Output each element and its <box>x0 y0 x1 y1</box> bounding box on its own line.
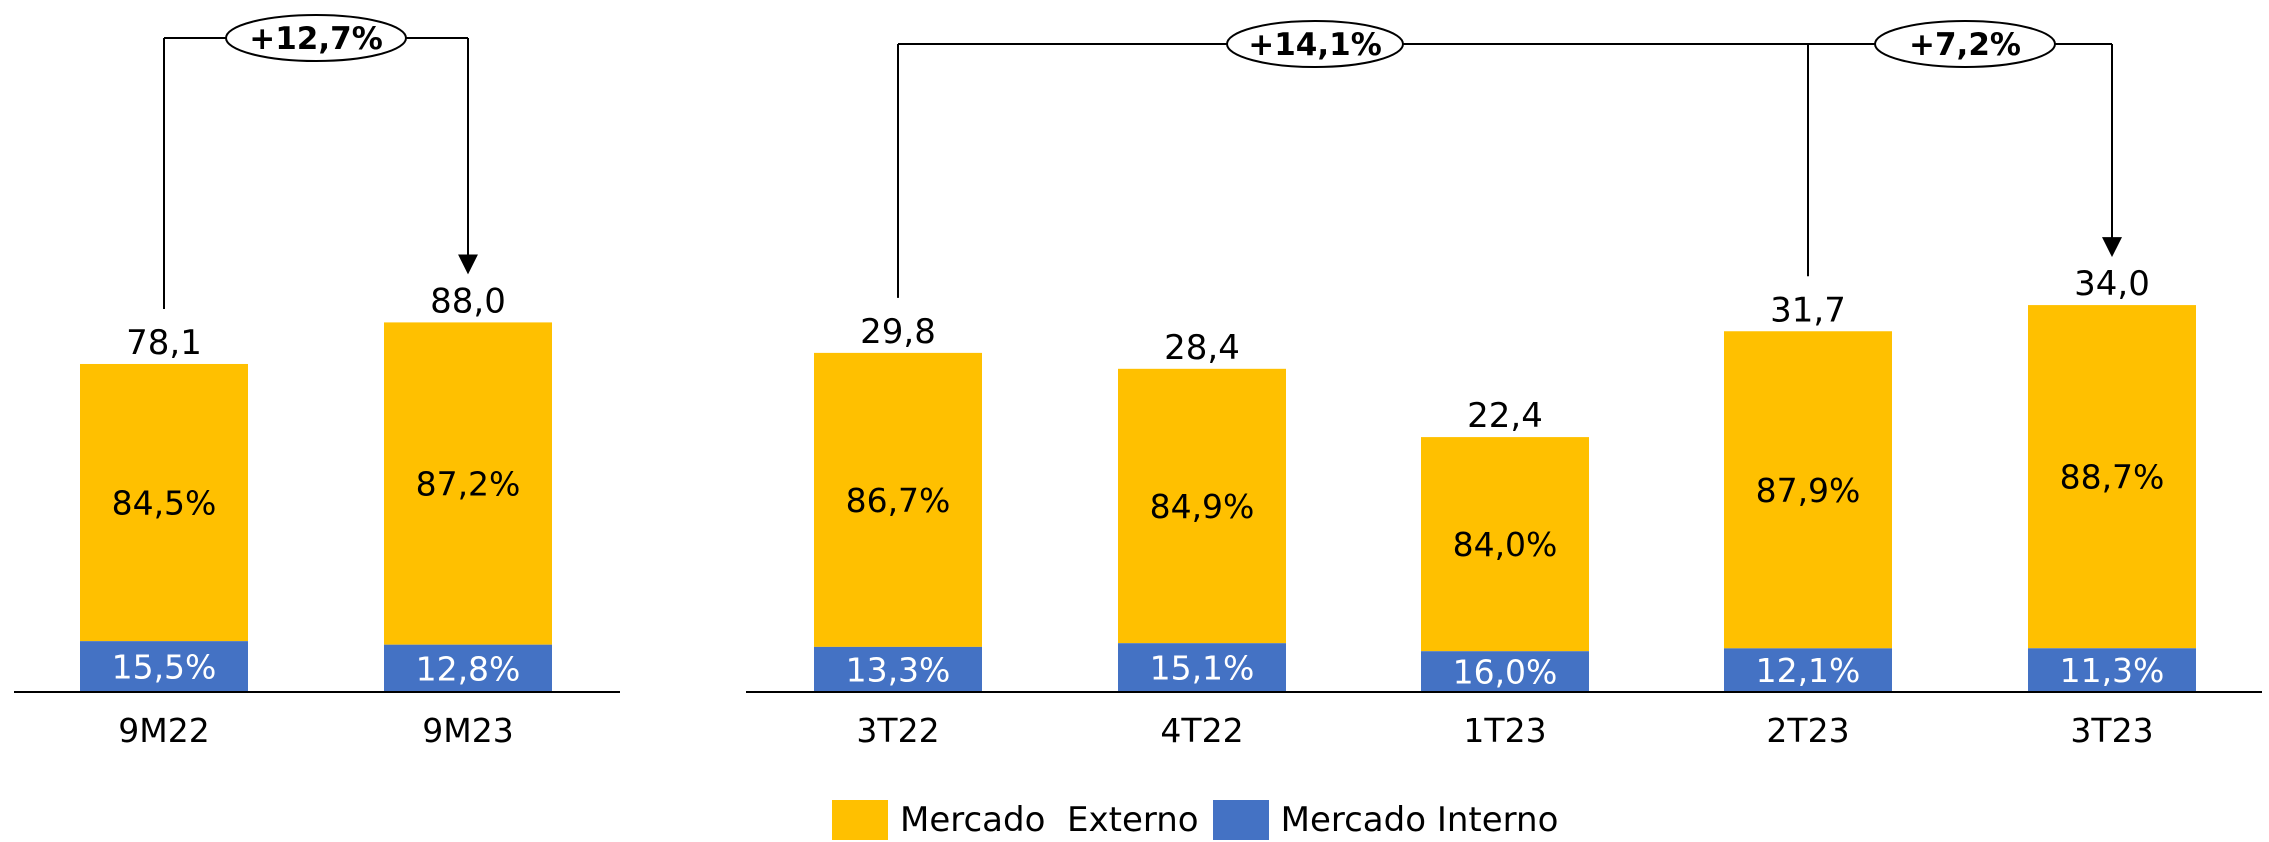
category-label-2t23: 2T23 <box>1766 711 1849 750</box>
bar-externo-3t22 <box>814 352 982 647</box>
label-interno-2t23: 12,1% <box>1756 651 1861 690</box>
annotation-label-72: +7,2% <box>1909 27 2021 63</box>
bar-externo-1t23 <box>1421 437 1589 652</box>
bar-externo-2t23 <box>1724 331 1892 649</box>
label-interno-3t23: 11,3% <box>2060 651 2165 690</box>
bar-externo-3t23 <box>2028 305 2196 649</box>
total-label-1t23: 22,4 <box>1467 396 1543 436</box>
bar-interno-4t22 <box>1118 643 1286 692</box>
bar-externo-9m22 <box>80 363 248 642</box>
label-interno-4t22: 15,1% <box>1150 649 1255 688</box>
label-interno-9m22: 15,5% <box>112 648 217 687</box>
bars-layer: 84,5% 15,5% 78,1 9M22 87,2% 12,8% 88,0 9M23 86,7… <box>14 264 2262 750</box>
label-externo-2t23: 87,9% <box>1756 471 1861 510</box>
annotation-label-141: +14,1% <box>1248 27 1382 63</box>
label-interno-3t22: 13,3% <box>846 650 951 689</box>
bar-interno-2t23 <box>1724 648 1892 692</box>
bar-interno-1t23 <box>1421 651 1589 692</box>
total-label-9m22: 78,1 <box>126 323 202 363</box>
label-externo-1t23: 84,0% <box>1453 525 1558 564</box>
bar-interno-3t23 <box>2028 648 2196 692</box>
legend: Mercado Externo Mercado Interno <box>832 798 1572 842</box>
label-interno-1t23: 16,0% <box>1453 653 1558 692</box>
legend-label-interno: Mercado Interno <box>1280 800 1559 840</box>
annotation-bubble-141 <box>1226 20 1404 68</box>
category-label-3t23: 3T23 <box>2070 711 2153 750</box>
label-externo-3t22: 86,7% <box>846 481 951 520</box>
bar-interno-3t22 <box>814 646 982 692</box>
annotation-bubble-72 <box>1874 20 2056 68</box>
total-label-4t22: 28,4 <box>1164 328 1240 368</box>
legend-item-interno: Mercado Interno <box>1212 800 1559 840</box>
label-externo-9m23: 87,2% <box>416 465 521 504</box>
annotations-layer: +12,7% +14,1% +7,2% <box>163 14 2122 309</box>
category-label-9m23: 9M23 <box>422 711 513 750</box>
annotation-label-127: +12,7% <box>249 21 383 57</box>
legend-item-externo: Mercado Externo <box>832 800 1199 840</box>
label-externo-3t23: 88,7% <box>2060 458 2165 497</box>
bar-interno-9m22 <box>80 641 248 692</box>
category-label-3t22: 3T22 <box>856 711 939 750</box>
label-externo-9m22: 84,5% <box>112 484 217 523</box>
category-label-4t22: 4T22 <box>1160 711 1243 750</box>
legend-swatch-externo <box>832 800 888 840</box>
total-label-3t23: 34,0 <box>2074 264 2150 304</box>
label-interno-9m23: 12,8% <box>416 649 521 688</box>
legend-swatch-interno <box>1212 800 1269 840</box>
total-label-2t23: 31,7 <box>1770 290 1846 330</box>
category-label-1t23: 1T23 <box>1463 711 1546 750</box>
annotation-bubble-127 <box>225 14 407 62</box>
label-externo-4t22: 84,9% <box>1150 487 1255 526</box>
bar-externo-9m23 <box>384 322 552 645</box>
total-label-3t22: 29,8 <box>860 312 936 352</box>
legend-label-externo: Mercado Externo <box>900 800 1199 840</box>
bar-externo-4t22 <box>1118 368 1286 644</box>
bar-interno-9m23 <box>384 644 552 692</box>
category-label-9m22: 9M22 <box>118 711 209 750</box>
total-label-9m23: 88,0 <box>430 281 506 321</box>
